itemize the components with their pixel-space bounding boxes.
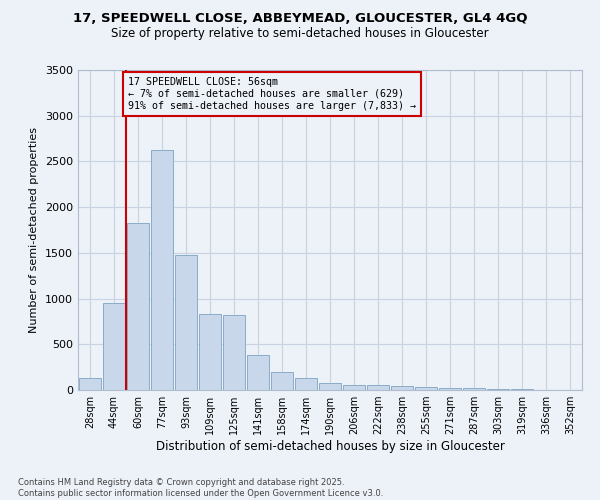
Bar (79, 378, 101, 390)
Bar (271, 372, 293, 390)
Text: 17 SPEEDWELL CLOSE: 56sqm
← 7% of semi-detached houses are smaller (629)
91% of : 17 SPEEDWELL CLOSE: 56sqm ← 7% of semi-d… (128, 78, 416, 110)
Bar (319, 382, 341, 390)
Text: Contains HM Land Registry data © Crown copyright and database right 2025.
Contai: Contains HM Land Registry data © Crown c… (18, 478, 383, 498)
Bar (103, 303, 125, 390)
Bar (127, 222, 149, 390)
Text: 17, SPEEDWELL CLOSE, ABBEYMEAD, GLOUCESTER, GL4 4GQ: 17, SPEEDWELL CLOSE, ABBEYMEAD, GLOUCEST… (73, 12, 527, 26)
Bar (175, 254, 197, 390)
Bar (487, 388, 509, 390)
Bar (367, 386, 389, 390)
Bar (151, 150, 173, 390)
Y-axis label: Number of semi-detached properties: Number of semi-detached properties (29, 127, 40, 333)
Bar (223, 315, 245, 390)
Bar (247, 356, 269, 390)
X-axis label: Distribution of semi-detached houses by size in Gloucester: Distribution of semi-detached houses by … (155, 440, 505, 453)
Bar (415, 388, 437, 390)
Bar (391, 386, 413, 390)
Bar (439, 388, 461, 390)
Bar (295, 378, 317, 390)
Bar (199, 314, 221, 390)
Text: Size of property relative to semi-detached houses in Gloucester: Size of property relative to semi-detach… (111, 28, 489, 40)
Bar (463, 388, 485, 390)
Bar (343, 384, 365, 390)
Bar (511, 389, 533, 390)
